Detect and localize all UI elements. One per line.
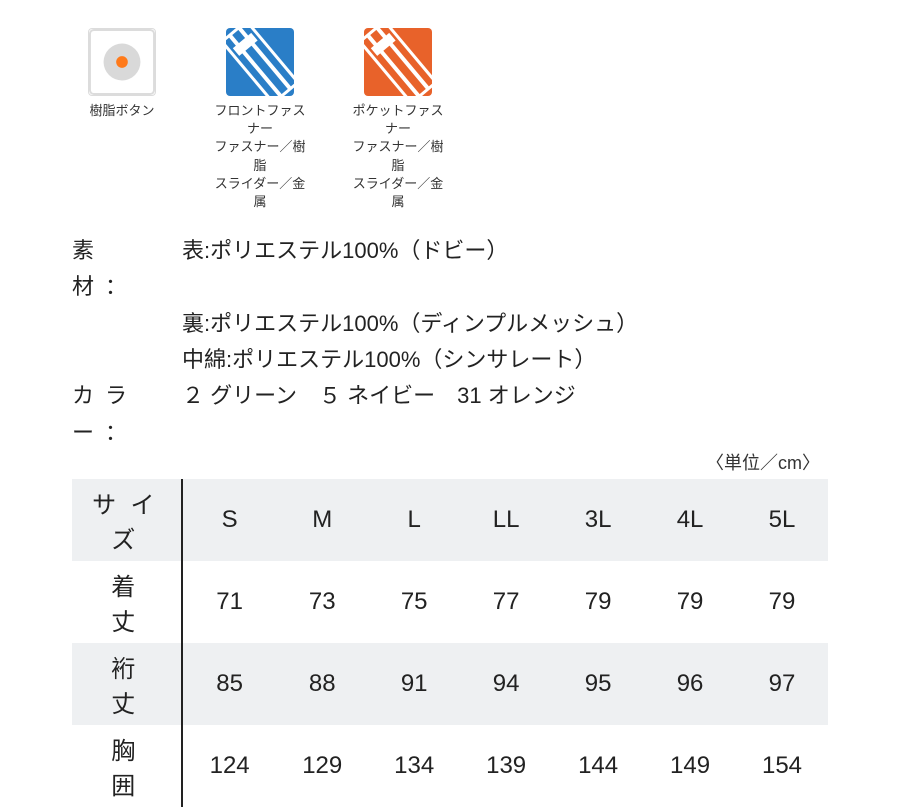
size-cell: 77	[460, 561, 552, 643]
table-row: 裄 丈85889194959697	[72, 643, 828, 725]
size-cell: 85	[182, 643, 276, 725]
size-cell: 124	[182, 725, 276, 807]
material-line: 表:ポリエステル100%（ドビー）	[182, 233, 828, 306]
size-cell: 129	[276, 725, 368, 807]
size-cell: 88	[276, 643, 368, 725]
feature-icon-block: ポケットファスナー ファスナー／樹脂 スライダー／金属	[348, 28, 448, 211]
size-col: S	[182, 479, 276, 561]
size-col: LL	[460, 479, 552, 561]
table-row: 胸 囲124129134139144149154	[72, 725, 828, 807]
material-line: 裏:ポリエステル100%（ディンプルメッシュ）	[182, 306, 828, 342]
size-cell: 71	[182, 561, 276, 643]
size-col: 4L	[644, 479, 736, 561]
size-header-label: サイズ	[72, 479, 182, 561]
icon-caption: ポケットファスナー ファスナー／樹脂 スライダー／金属	[348, 102, 448, 211]
row-label: 胸 囲	[72, 725, 182, 807]
size-cell: 75	[368, 561, 460, 643]
size-cell: 144	[552, 725, 644, 807]
unit-note: 〈単位／cm〉	[72, 449, 820, 475]
size-cell: 96	[644, 643, 736, 725]
table-header-row: サイズ S M L LL 3L 4L 5L	[72, 479, 828, 561]
size-table: サイズ S M L LL 3L 4L 5L 着 丈71737577797979裄…	[72, 479, 828, 807]
size-cell: 91	[368, 643, 460, 725]
size-col: 5L	[736, 479, 828, 561]
feature-icon-block: フロントファスナー ファスナー／樹脂 スライダー／金属	[210, 28, 310, 211]
material-line: 中綿:ポリエステル100%（シンサレート）	[182, 342, 828, 378]
size-col: M	[276, 479, 368, 561]
color-value: ２ グリーン ５ ネイビー 31 オレンジ	[182, 378, 828, 451]
row-label: 裄 丈	[72, 643, 182, 725]
size-cell: 79	[736, 561, 828, 643]
size-cell: 139	[460, 725, 552, 807]
size-cell: 149	[644, 725, 736, 807]
size-col: L	[368, 479, 460, 561]
front-fastener-icon	[226, 28, 294, 96]
material-label: 素 材：	[72, 233, 182, 306]
pocket-fastener-icon	[364, 28, 432, 96]
size-cell: 134	[368, 725, 460, 807]
spec-section: 素 材： 表:ポリエステル100%（ドビー） 裏:ポリエステル100%（ディンプ…	[72, 233, 828, 451]
icon-caption: 樹脂ボタン	[89, 102, 154, 120]
resin-button-icon	[88, 28, 156, 96]
size-cell: 95	[552, 643, 644, 725]
size-col: 3L	[552, 479, 644, 561]
table-row: 着 丈71737577797979	[72, 561, 828, 643]
size-cell: 79	[552, 561, 644, 643]
size-cell: 79	[644, 561, 736, 643]
size-cell: 97	[736, 643, 828, 725]
row-label: 着 丈	[72, 561, 182, 643]
feature-icons-row: 樹脂ボタン フロントファスナー ファスナー／樹脂 スライダー／金属 ポケットファ…	[72, 28, 828, 211]
feature-icon-block: 樹脂ボタン	[72, 28, 172, 120]
icon-caption: フロントファスナー ファスナー／樹脂 スライダー／金属	[210, 102, 310, 211]
color-label: カラー：	[72, 378, 182, 451]
size-cell: 94	[460, 643, 552, 725]
size-cell: 154	[736, 725, 828, 807]
size-cell: 73	[276, 561, 368, 643]
